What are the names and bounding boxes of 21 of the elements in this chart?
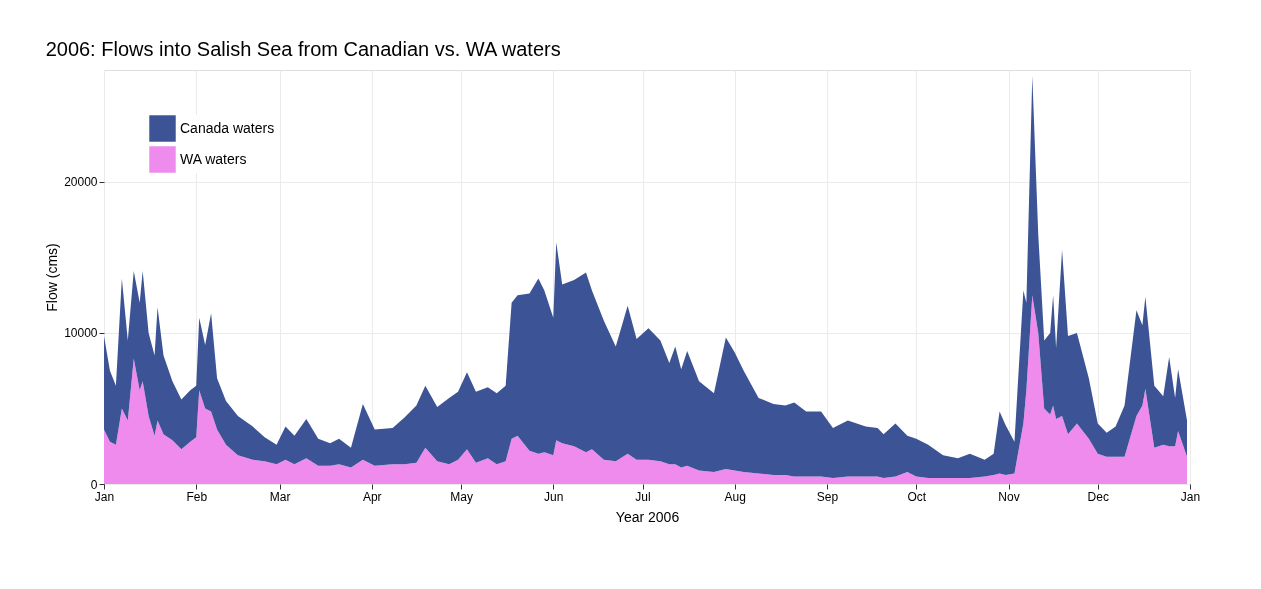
x-tick-label: Mar bbox=[269, 489, 291, 504]
x-tick-label: Oct bbox=[907, 489, 927, 504]
x-tick-label: Jun bbox=[544, 489, 564, 504]
x-tick-label: Jan bbox=[1180, 489, 1201, 504]
y-axis-title: Flow (cms) bbox=[44, 243, 61, 312]
chart-title: 2006: Flows into Salish Sea from Canadian vs. WA waters bbox=[45, 38, 561, 60]
legend-label: Canada waters bbox=[180, 119, 275, 136]
legend-label: WA waters bbox=[180, 150, 247, 167]
x-tick-label: May bbox=[450, 489, 473, 504]
x-tick-label: Sep bbox=[816, 489, 839, 504]
x-tick-label: Nov bbox=[998, 489, 1020, 504]
y-tick-label: 20000 bbox=[64, 175, 98, 190]
y-tick-label: 0 bbox=[90, 477, 98, 492]
x-tick-label: Apr bbox=[362, 489, 382, 504]
x-tick-label: Jul bbox=[635, 489, 651, 504]
x-tick-label: Aug bbox=[724, 489, 746, 504]
y-tick-label: 10000 bbox=[64, 326, 98, 341]
x-tick-label: Dec bbox=[1087, 489, 1109, 504]
x-tick-label: Feb bbox=[186, 489, 208, 504]
x-axis-title: Year 2006 bbox=[615, 508, 680, 525]
x-tick-label: Jan bbox=[94, 489, 115, 504]
